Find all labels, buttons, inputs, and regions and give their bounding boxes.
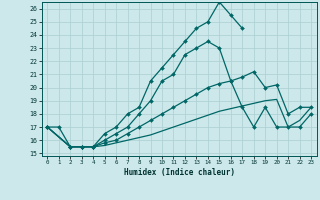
X-axis label: Humidex (Indice chaleur): Humidex (Indice chaleur) [124, 168, 235, 177]
